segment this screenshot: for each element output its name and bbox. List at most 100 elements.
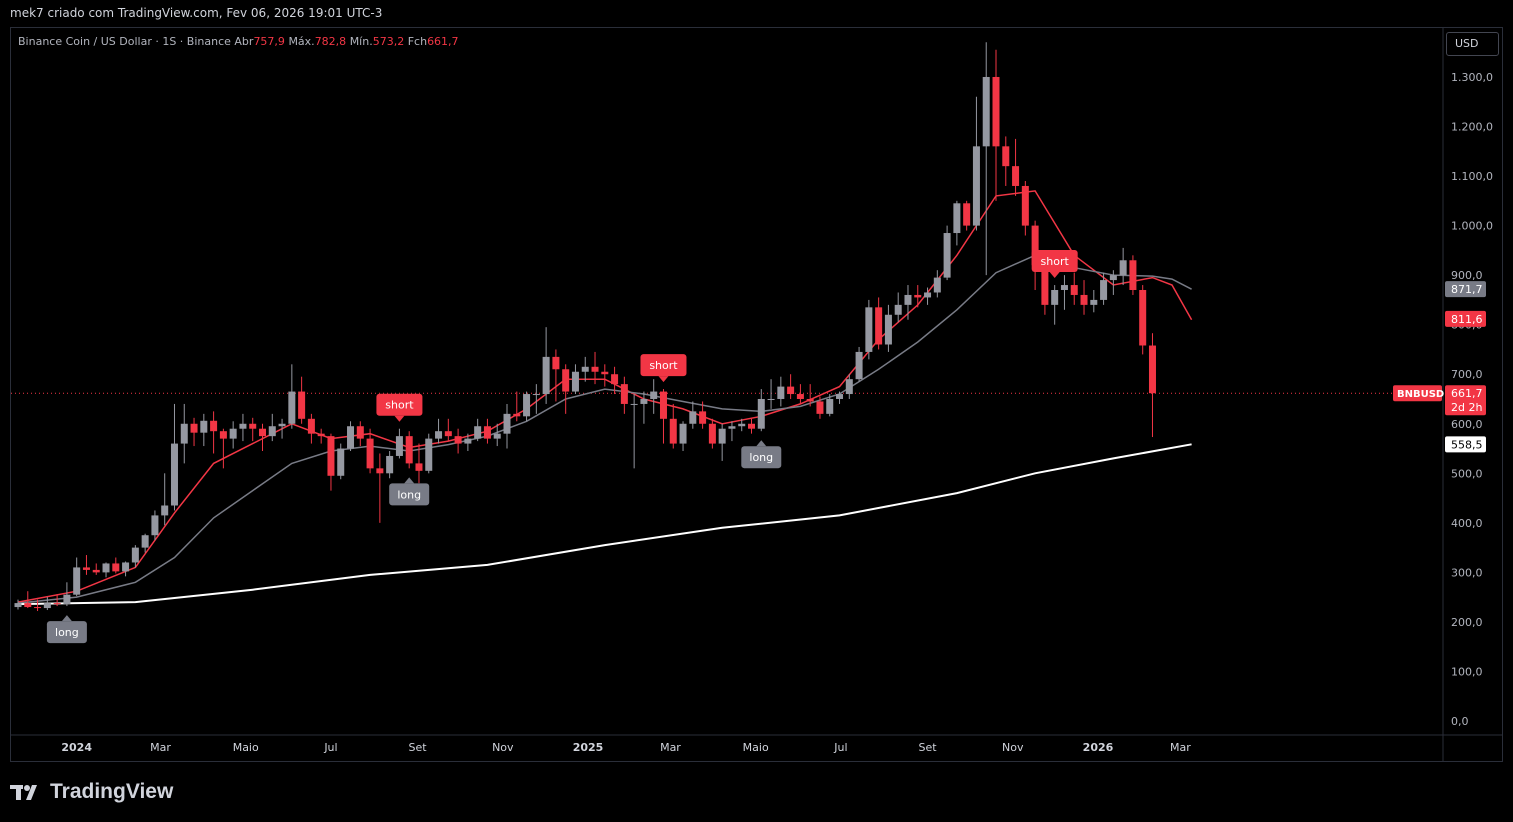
x-tick-label: Mar	[660, 741, 681, 754]
candle-body	[170, 443, 178, 506]
candle-body	[298, 391, 306, 419]
y-tick-label: 100,0	[1451, 665, 1483, 678]
candle-body	[43, 603, 51, 609]
candle-body	[337, 448, 345, 476]
x-tick-label: Set	[409, 741, 428, 754]
candle-body	[904, 294, 912, 305]
candle-body	[924, 292, 932, 298]
open-value: 757,9	[253, 35, 285, 48]
candle-body	[591, 366, 599, 372]
candle-body	[699, 411, 707, 424]
low-label: Mín.	[349, 35, 373, 48]
y-tick-label: 1.300,0	[1451, 71, 1493, 84]
x-tick-label: 2025	[573, 741, 604, 754]
candle-body	[92, 569, 100, 573]
symbol-tag	[1393, 385, 1442, 402]
candle-body	[444, 431, 452, 437]
candle-body	[816, 401, 824, 414]
candle-body	[53, 603, 61, 605]
y-tick-label: 200,0	[1451, 616, 1483, 629]
close-value: 661,7	[427, 35, 459, 48]
candle-body	[395, 436, 403, 456]
candle-body	[483, 426, 491, 439]
symbol-tag-text: BNBUSD	[1397, 389, 1444, 400]
candle-body	[1080, 294, 1088, 305]
signal-label: short	[1041, 255, 1070, 268]
price-axis-label-text: 661,7	[1451, 387, 1483, 400]
short-signal-badge	[640, 354, 687, 377]
price-axis-label-text: 871,7	[1451, 283, 1483, 296]
candle-body	[229, 428, 237, 439]
x-tick-label: Jul	[833, 741, 847, 754]
candle-body	[523, 394, 531, 417]
candle-body	[826, 398, 834, 414]
candle-body	[405, 436, 413, 464]
candle-body	[347, 426, 355, 449]
signal-pointer	[394, 415, 405, 422]
candle-body	[1090, 299, 1098, 305]
candle-body	[1100, 280, 1108, 300]
candle-body	[327, 436, 335, 476]
candle-body	[24, 603, 32, 608]
candle-body	[73, 567, 81, 595]
candle-body	[611, 374, 619, 385]
candle-body	[200, 420, 208, 433]
y-tick-label: 0,0	[1451, 715, 1469, 728]
signal-pointer	[404, 477, 415, 484]
y-tick-label: 900,0	[1451, 269, 1483, 282]
candle-body	[278, 423, 286, 427]
candle-body	[689, 411, 697, 424]
candle-body	[581, 366, 589, 372]
candle-body	[493, 433, 501, 439]
x-tick-label: Nov	[492, 741, 514, 754]
candle-body	[640, 398, 648, 404]
candle-body	[474, 426, 482, 439]
signal-pointer	[61, 615, 72, 622]
candle-body	[542, 356, 550, 395]
candle-body	[112, 563, 120, 572]
candle-body	[1139, 290, 1147, 346]
y-tick-label: 300,0	[1451, 566, 1483, 579]
tradingview-logo: TradingView	[10, 780, 173, 804]
chart-panel[interactable]	[10, 27, 1503, 762]
long-signal-badge	[741, 446, 782, 469]
candle-body	[1060, 285, 1068, 291]
price-axis-label	[1445, 436, 1486, 453]
open-label: Abr	[234, 35, 254, 48]
x-tick-label: Jul	[323, 741, 337, 754]
x-tick-label: 2024	[61, 741, 92, 754]
y-tick-label: 1.000,0	[1451, 220, 1493, 233]
candle-body	[1012, 166, 1020, 186]
candle-body	[777, 386, 785, 399]
candle-body	[513, 413, 521, 417]
candle-body	[855, 351, 863, 380]
signal-pointer	[1049, 272, 1060, 279]
candle-body	[992, 76, 1000, 147]
candle-body	[259, 428, 266, 437]
symbol-title: Binance Coin / US Dollar · 1S · Binance	[18, 35, 231, 48]
candle-body	[718, 428, 726, 444]
x-tick-label: Maio	[743, 741, 769, 754]
candle-body	[845, 379, 853, 395]
candle-body	[982, 76, 990, 147]
candle-body	[757, 398, 765, 429]
candle-body	[796, 394, 804, 399]
candle-body	[239, 423, 247, 429]
currency-selector[interactable]: USD	[1446, 32, 1499, 56]
candle-body	[386, 455, 394, 474]
candle-body	[659, 391, 667, 419]
candle-body	[131, 547, 139, 563]
high-value: 782,8	[314, 35, 347, 48]
candle-body	[190, 423, 198, 433]
candle-body	[464, 438, 472, 444]
y-tick-label: 700,0	[1451, 368, 1483, 381]
candle-body	[738, 423, 746, 427]
candle-body	[972, 146, 980, 226]
candle-body	[268, 426, 276, 437]
candle-body	[307, 418, 315, 434]
symbol-legend: Binance Coin / US Dollar · 1S · Binance …	[18, 35, 459, 48]
candle-body	[454, 436, 462, 444]
price-axis-label-text: 558,5	[1451, 438, 1483, 451]
x-tick-label: 2026	[1083, 741, 1114, 754]
candle-body	[571, 371, 579, 392]
